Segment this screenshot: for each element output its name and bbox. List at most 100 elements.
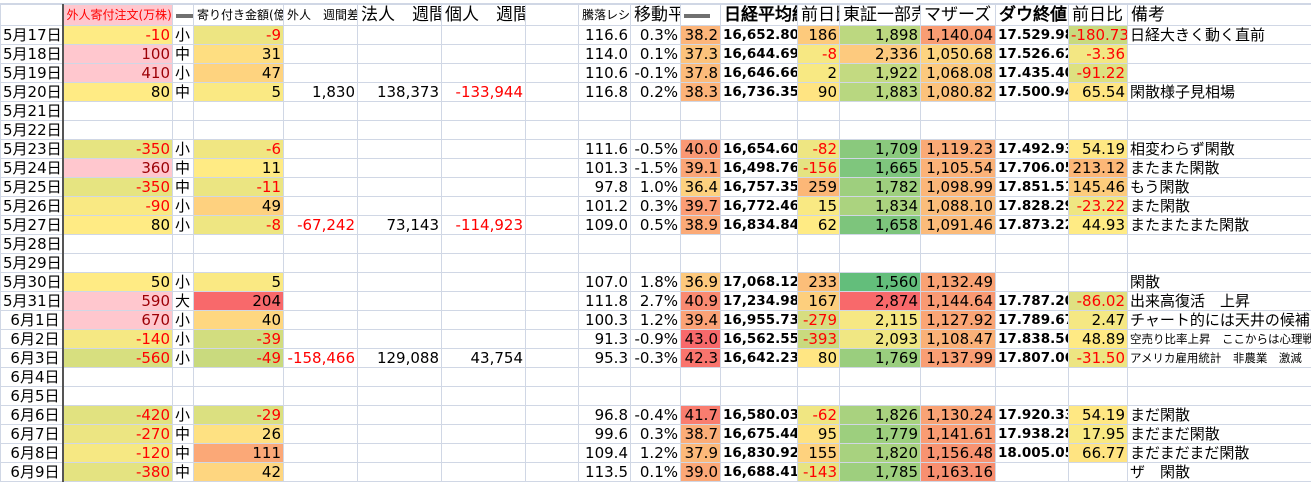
cell-opening-amount[interactable]: -6 [194,140,284,159]
cell-foreign-weekly[interactable] [284,444,358,463]
cell-dow-close[interactable]: 17.787.20 [996,292,1069,311]
cell-size[interactable]: 小 [173,311,194,330]
cell-nikkei-change[interactable]: -279 [798,311,840,330]
cell-dow-close[interactable] [996,235,1069,254]
cell-nikkei-close[interactable]: 17,234.98 [721,292,798,311]
cell-individual-weekly[interactable] [442,463,526,482]
cell-nikkei-close[interactable] [721,121,798,140]
cell-mothers[interactable]: 1,080.82 [921,83,996,102]
cell-opening-amount[interactable]: -29 [194,406,284,425]
cell-size[interactable] [173,102,194,121]
cell-foreign-order[interactable]: -380 [63,463,173,482]
header-individual-weekly[interactable]: 個人 週間 [442,5,526,26]
cell-foreign-weekly[interactable] [284,254,358,273]
cell-ratio[interactable] [681,254,721,273]
cell-blank[interactable] [526,406,579,425]
cell-size[interactable]: 中 [173,83,194,102]
cell-mothers[interactable]: 1,144.64 [921,292,996,311]
cell-remarks[interactable] [1128,64,1311,83]
cell-dow-change[interactable]: -3.36 [1069,45,1128,64]
cell-foreign-order[interactable]: -90 [63,197,173,216]
cell-blank[interactable] [526,349,579,368]
cell-advance-decline-ratio[interactable] [579,387,631,406]
cell-opening-amount[interactable]: 11 [194,159,284,178]
cell-mothers[interactable] [921,235,996,254]
cell-dow-change[interactable]: 44.93 [1069,216,1128,235]
cell-foreign-weekly[interactable] [284,463,358,482]
header-opening-amount[interactable]: 寄り付き金額(億) [194,5,284,26]
cell-individual-weekly[interactable] [442,235,526,254]
cell-foreign-order[interactable]: 590 [63,292,173,311]
cell-advance-decline-ratio[interactable]: 101.2 [579,197,631,216]
cell-corporate-weekly[interactable] [358,273,442,292]
cell-dow-change[interactable]: 65.54 [1069,83,1128,102]
cell-dow-change[interactable]: 54.19 [1069,406,1128,425]
cell-individual-weekly[interactable]: -133,944 [442,83,526,102]
cell-corporate-weekly[interactable] [358,45,442,64]
cell-tse-volume[interactable]: 2,874 [840,292,921,311]
cell-corporate-weekly[interactable]: 138,373 [358,83,442,102]
cell-moving-average[interactable]: -0.4% [631,406,681,425]
cell-remarks[interactable]: チャート的には天井の候補 [1128,311,1311,330]
cell-remarks[interactable] [1128,387,1311,406]
cell-dow-change[interactable]: -86.02 [1069,292,1128,311]
cell-foreign-order[interactable]: 670 [63,311,173,330]
cell-ratio[interactable] [681,368,721,387]
cell-corporate-weekly[interactable] [358,235,442,254]
cell-advance-decline-ratio[interactable]: 111.8 [579,292,631,311]
cell-nikkei-change[interactable] [798,387,840,406]
cell-nikkei-change[interactable]: 80 [798,349,840,368]
cell-size[interactable]: 小 [173,349,194,368]
cell-foreign-order[interactable] [63,368,173,387]
cell-foreign-weekly[interactable] [284,387,358,406]
cell-foreign-order[interactable]: 80 [63,83,173,102]
cell-blank[interactable] [526,26,579,45]
cell-dow-close[interactable]: 17.435.40 [996,64,1069,83]
cell-mothers[interactable] [921,387,996,406]
cell-foreign-order[interactable]: -140 [63,330,173,349]
cell-foreign-order[interactable]: -560 [63,349,173,368]
cell-moving-average[interactable]: 0.3% [631,197,681,216]
cell-tse-volume[interactable] [840,387,921,406]
cell-advance-decline-ratio[interactable]: 113.5 [579,463,631,482]
cell-date[interactable]: 5月25日 [1,178,63,197]
cell-dow-change[interactable]: -31.50 [1069,349,1128,368]
cell-opening-amount[interactable]: 111 [194,444,284,463]
cell-corporate-weekly[interactable] [358,425,442,444]
cell-dow-close[interactable]: 17.920.33 [996,406,1069,425]
cell-individual-weekly[interactable] [442,159,526,178]
cell-remarks[interactable]: また閑散 [1128,197,1311,216]
cell-opening-amount[interactable]: 42 [194,463,284,482]
cell-mothers[interactable]: 1,156.48 [921,444,996,463]
cell-size[interactable]: 小 [173,26,194,45]
cell-foreign-weekly[interactable]: -158,466 [284,349,358,368]
cell-size[interactable] [173,368,194,387]
cell-foreign-weekly[interactable] [284,311,358,330]
cell-advance-decline-ratio[interactable]: 96.8 [579,406,631,425]
cell-dow-change[interactable]: -23.22 [1069,197,1128,216]
cell-dow-close[interactable]: 17.492.93 [996,140,1069,159]
cell-nikkei-close[interactable]: 16,498.76 [721,159,798,178]
cell-opening-amount[interactable]: 31 [194,45,284,64]
cell-blank[interactable] [526,463,579,482]
cell-ratio[interactable]: 39.7 [681,197,721,216]
cell-corporate-weekly[interactable] [358,121,442,140]
header-dow-close[interactable]: ダウ終値 [996,5,1069,26]
cell-remarks[interactable]: もう閑散 [1128,178,1311,197]
cell-individual-weekly[interactable] [442,368,526,387]
cell-nikkei-change[interactable]: -8 [798,45,840,64]
cell-ratio[interactable] [681,121,721,140]
cell-individual-weekly[interactable] [442,26,526,45]
cell-opening-amount[interactable] [194,368,284,387]
cell-mothers[interactable]: 1,127.92 [921,311,996,330]
cell-remarks[interactable] [1128,45,1311,64]
cell-advance-decline-ratio[interactable]: 114.0 [579,45,631,64]
cell-size[interactable]: 小 [173,330,194,349]
cell-tse-volume[interactable]: 1,785 [840,463,921,482]
cell-dow-close[interactable] [996,368,1069,387]
cell-dow-close[interactable]: 17.838.56 [996,330,1069,349]
cell-nikkei-close[interactable] [721,254,798,273]
header-date[interactable] [1,5,63,26]
cell-ratio[interactable]: 38.7 [681,425,721,444]
cell-remarks[interactable]: まだ閑散 [1128,406,1311,425]
